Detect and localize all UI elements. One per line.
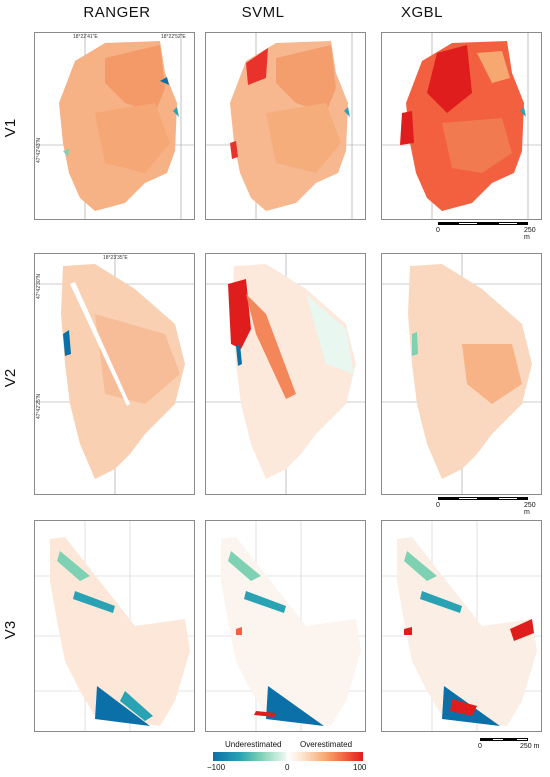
coord-label-side: 47°42'43"N — [36, 137, 42, 163]
scale-bar-end-label: 250 m — [520, 743, 540, 750]
row-label-v1: V1 — [2, 118, 19, 138]
map-v2-ranger — [35, 254, 194, 494]
legend-mid-label: 0 — [285, 763, 290, 772]
legend-min-label: −100 — [207, 763, 226, 772]
scale-bar-start-label: 0 — [436, 227, 440, 234]
scale-bar-v2: 0 250 m — [436, 497, 538, 516]
coord-label-top: 18°23'35"E — [103, 255, 128, 261]
map-panel-v2-ranger: 18°23'35"E 47°42'30"N 47°42'25"N — [34, 253, 195, 495]
scale-bar-v1: 0 250 m — [436, 222, 538, 241]
map-panel-v3-xgbl — [381, 520, 542, 732]
map-v1-svml — [206, 33, 365, 219]
map-panel-v2-xgbl — [381, 253, 542, 495]
row-label-v2: V2 — [2, 368, 19, 388]
coord-label-side-top: 47°42'30"N — [36, 273, 42, 299]
coord-label-top-left: 18°22'41"E — [73, 34, 98, 40]
map-v3-xgbl — [382, 521, 541, 731]
scale-bar-v3: 0 250 m — [478, 738, 540, 752]
column-title-xgbl: XGBL — [400, 4, 444, 21]
map-panel-v3-ranger — [34, 520, 195, 732]
map-v3-ranger — [35, 521, 194, 731]
column-title-ranger: RANGER — [83, 4, 151, 21]
column-title-svml: SVML — [241, 4, 285, 21]
legend-max-label: 100 — [353, 763, 367, 772]
legend-overestimated-label: Overestimated — [300, 740, 353, 749]
map-v1-ranger — [35, 33, 194, 219]
scale-bar-start-label: 0 — [478, 743, 482, 750]
map-panel-v2-svml — [205, 253, 366, 495]
map-v1-xgbl — [382, 33, 541, 219]
map-v2-xgbl — [382, 254, 541, 494]
map-panel-v1-svml — [205, 32, 366, 220]
map-panel-v3-svml — [205, 520, 366, 732]
row-label-v3: V3 — [2, 620, 19, 640]
legend-color-ramp — [213, 752, 363, 761]
scale-bar-start-label: 0 — [436, 502, 440, 509]
legend-underestimated-label: Underestimated — [225, 740, 282, 749]
map-v2-svml — [206, 254, 365, 494]
map-panel-v1-xgbl — [381, 32, 542, 220]
scale-bar-end-label: 250 m — [524, 227, 536, 241]
coord-label-top-right: 18°22'52"E — [161, 34, 186, 40]
map-panel-v1-ranger: 18°22'41"E 18°22'52"E 47°42'43"N — [34, 32, 195, 220]
coord-label-side-bottom: 47°42'25"N — [36, 393, 42, 419]
color-legend: Underestimated Overestimated −100 0 100 — [207, 740, 367, 774]
map-v3-svml — [206, 521, 365, 731]
scale-bar-end-label: 250 m — [524, 502, 536, 516]
